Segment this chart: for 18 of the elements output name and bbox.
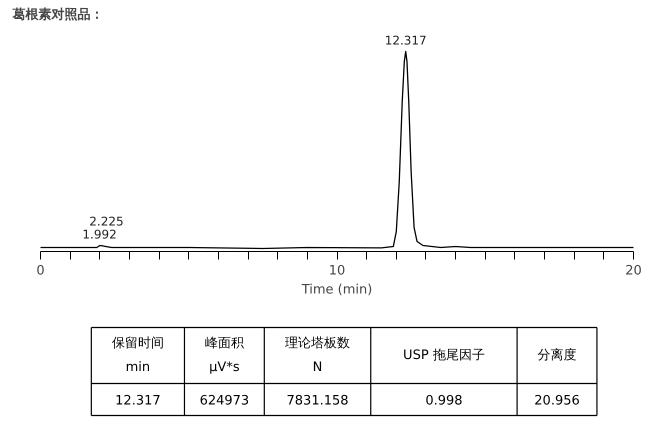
annotation: 2.225 — [89, 214, 124, 228]
category-label: 保留时间 min — [112, 336, 164, 375]
data-label: 624973 — [200, 394, 250, 408]
x-axis-title: Time (min) — [300, 282, 372, 298]
x-tick-label: 20 — [625, 264, 642, 278]
category-label: 分离度 — [538, 347, 577, 363]
data-label: 12.317 — [115, 394, 161, 408]
category-label: 理论塔板数 N — [285, 336, 350, 375]
data-label: 20.956 — [534, 394, 580, 408]
data-label: 0.998 — [425, 394, 463, 408]
annotation: 12.317 — [384, 34, 427, 48]
chart-title: 葛根素对照品： — [12, 6, 104, 22]
annotation: 1.992 — [82, 228, 117, 242]
data-label: 7831.158 — [286, 394, 349, 408]
x-tick-label: 0 — [36, 264, 45, 278]
category-label: 峰面积 μV*s — [204, 336, 244, 375]
category-label: USP 拖尾因子 — [403, 348, 485, 363]
x-tick-label: 10 — [328, 264, 346, 278]
